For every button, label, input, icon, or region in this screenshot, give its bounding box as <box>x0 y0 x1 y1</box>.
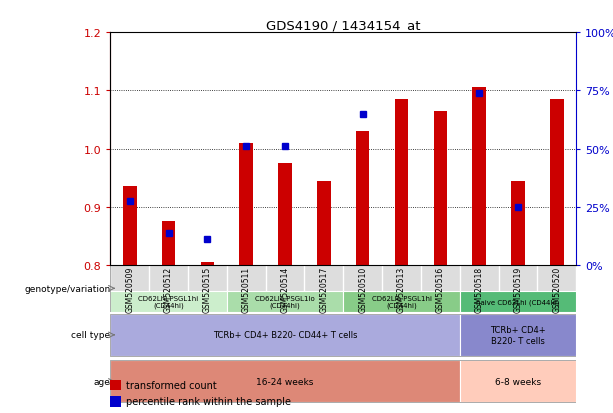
Bar <box>395 100 408 265</box>
Text: GSM520517: GSM520517 <box>319 266 329 312</box>
Text: GSM520512: GSM520512 <box>164 266 173 312</box>
Text: GSM520509: GSM520509 <box>125 266 134 313</box>
Text: GSM520519: GSM520519 <box>514 266 522 312</box>
Text: GSM520513: GSM520513 <box>397 266 406 312</box>
Title: GDS4190 / 1434154_at: GDS4190 / 1434154_at <box>266 19 421 32</box>
Text: naive CD62Lhi (CD44lo): naive CD62Lhi (CD44lo) <box>476 298 560 305</box>
Bar <box>460 292 576 312</box>
Bar <box>317 181 330 265</box>
Bar <box>433 112 447 265</box>
Text: 6-8 weeks: 6-8 weeks <box>495 377 541 386</box>
Text: GSM520514: GSM520514 <box>281 266 289 312</box>
Bar <box>240 143 253 265</box>
Text: CD62Lhi PSGL1hi
(CD44hi): CD62Lhi PSGL1hi (CD44hi) <box>139 295 199 309</box>
Text: cell type: cell type <box>71 330 110 339</box>
Text: percentile rank within the sample: percentile rank within the sample <box>126 396 291 406</box>
Text: TCRb+ CD4+ B220- CD44+ T cells: TCRb+ CD4+ B220- CD44+ T cells <box>213 330 357 339</box>
Bar <box>460 361 576 402</box>
Bar <box>110 361 460 402</box>
Bar <box>110 265 576 291</box>
Text: TCRb+ CD4+
B220- T cells: TCRb+ CD4+ B220- T cells <box>490 325 546 345</box>
Text: GSM520516: GSM520516 <box>436 266 445 312</box>
Text: 16-24 weeks: 16-24 weeks <box>256 377 314 386</box>
Bar <box>343 292 460 312</box>
Bar <box>110 314 460 356</box>
Bar <box>227 292 343 312</box>
Text: GSM520518: GSM520518 <box>474 266 484 312</box>
Text: transformed count: transformed count <box>126 380 216 390</box>
Bar <box>278 164 292 265</box>
Bar <box>473 88 486 265</box>
Bar <box>356 132 370 265</box>
Bar <box>550 100 563 265</box>
Text: GSM520520: GSM520520 <box>552 266 562 312</box>
Bar <box>123 187 137 265</box>
Text: CD62Llo PSGL1hi
(CD44hi): CD62Llo PSGL1hi (CD44hi) <box>371 295 432 309</box>
Text: GSM520515: GSM520515 <box>203 266 212 312</box>
Text: genotype/variation: genotype/variation <box>24 284 110 293</box>
Bar <box>110 292 227 312</box>
Bar <box>460 314 576 356</box>
Bar <box>200 262 214 265</box>
Text: GSM520510: GSM520510 <box>358 266 367 312</box>
Bar <box>162 222 175 265</box>
Text: CD62Llo PSGL1lo
(CD44hi): CD62Llo PSGL1lo (CD44hi) <box>255 295 315 309</box>
Bar <box>511 181 525 265</box>
Text: GSM520511: GSM520511 <box>242 266 251 312</box>
Text: age: age <box>93 377 110 386</box>
